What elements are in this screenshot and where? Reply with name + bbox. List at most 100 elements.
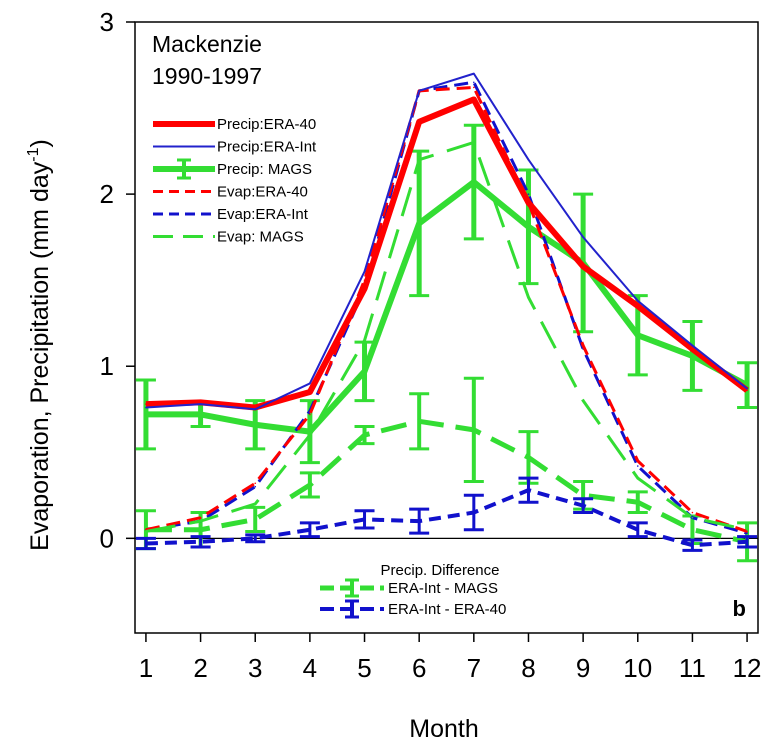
difference-series-1-group: 0.05 0.05 0.11 0.31 0.6 0.68 0.63 0.47 0.25 0.21 0… (135, 376, 758, 563)
series-4-point: 0.32 (254, 482, 257, 485)
y-tick-label: 2 (100, 179, 114, 209)
x-tick-label: 12 (733, 653, 762, 683)
difference-series-2-point: -0.02 (199, 540, 202, 543)
series-3-point: 1.06 (691, 355, 694, 357)
chart-title: Mackenzie (152, 31, 262, 57)
series-6-point: 1.4 (527, 296, 530, 299)
series-2-point: 2.6 (418, 90, 420, 92)
series-1-point: 0.78 (145, 403, 147, 405)
series-2-point: 0.75 (254, 408, 257, 411)
legend-diff-title: Precip. Difference (381, 562, 500, 579)
series-5-point: 0.3 (254, 485, 257, 488)
series-1-point: 1.1 (691, 348, 694, 350)
series-1-point: 2.55 (473, 98, 475, 101)
x-tick-label: 6 (412, 653, 426, 683)
series-3-point: 1.83 (418, 222, 420, 225)
series-1-point: 0.79 (199, 401, 202, 404)
x-tick-label: 2 (193, 653, 207, 683)
series-2-point: 1.38 (636, 300, 639, 302)
difference-series-1-point: 0.25 (582, 494, 584, 497)
series-5-point: 0.42 (636, 465, 639, 467)
difference-series-1-point: 0.05 (691, 528, 694, 531)
series-2-point: 1.55 (363, 270, 366, 273)
series-6-group: 0.040.10.20.61.152.22.31.40.80.350.120.0… (145, 140, 748, 533)
difference-series-1-point: 0.31 (309, 484, 311, 486)
series-3-point: 0.72 (145, 413, 147, 416)
x-tick-label: 5 (357, 653, 371, 683)
legend-diff-label-2: ERA-Int - ERA-40 (388, 601, 506, 618)
series-1-point: 1.45 (363, 287, 366, 290)
x-tick-label: 11 (679, 653, 706, 683)
difference-series-2-point: 0.1 (418, 520, 420, 522)
difference-series-2-group: -0.03 -0.02 0 0.05 0.11 0.1 0.15 0.28 0.19 0.05 -0… (135, 476, 758, 552)
difference-series-2-point: -0.02 (746, 540, 748, 543)
difference-series-2-point: 0.05 (309, 528, 311, 531)
y-tick-label: 1 (100, 351, 114, 381)
series-2-point: 0.78 (199, 403, 202, 405)
series-2-point: 2.2 (527, 158, 530, 161)
x-tick-label: 7 (467, 653, 481, 683)
series-1-line (145, 96, 749, 411)
series-5-point: 2 (527, 193, 530, 195)
x-tick-label: 10 (623, 653, 652, 683)
difference-series-1-line (145, 418, 748, 545)
series-5-line (145, 80, 748, 535)
legend-label-4: Evap:ERA-40 (217, 184, 308, 201)
difference-series-1-point: 0.47 (527, 456, 530, 459)
series-1-point: 2.42 (418, 121, 420, 123)
plot-frame (134, 21, 759, 634)
legend-label-3: Precip: MAGS (217, 161, 312, 178)
y-tick-label: 3 (100, 7, 114, 37)
series-3-point: 1.18 (636, 334, 639, 337)
series-1-point: 0.76 (254, 406, 257, 409)
difference-series-1-point: 0.6 (363, 434, 366, 436)
legend-diff-label-1: ERA-Int - MAGS (388, 580, 498, 597)
legend-label-1: Precip:ERA-40 (217, 116, 316, 133)
legend-difference: ERA-Int - MAGS ERA-Int - ERA-40 (320, 578, 506, 619)
series-3-point: 0.89 (746, 384, 748, 386)
difference-series-2-point: -0.03 (145, 542, 147, 545)
y-axis-label: Evaporation, Precipitation (mm day-1) (25, 139, 54, 551)
difference-series-2-point: -0.04 (691, 544, 694, 547)
series-3-point: 0.97 (363, 370, 366, 373)
difference-series-2-point: 0.19 (582, 504, 584, 507)
difference-series-2-point: 0.15 (473, 511, 475, 514)
series-2-point: 1.75 (582, 236, 584, 238)
x-tick-label: 9 (576, 653, 590, 683)
series-6-point: 2.2 (418, 158, 420, 161)
y-axis-label-superscript: -1 (25, 147, 42, 161)
series-4-point: 1.12 (582, 344, 584, 347)
series-6-point: 2.3 (473, 141, 475, 144)
series-2-point: 0.87 (746, 387, 748, 390)
panel-label: b (733, 596, 746, 621)
series-4-point: 0.04 (746, 530, 748, 533)
series-4-point: 0.15 (691, 511, 694, 514)
series-6-point: 0.12 (691, 516, 694, 519)
series-3-point: 0.66 (254, 423, 257, 426)
difference-series-1-point: 0.11 (254, 518, 257, 521)
series-1-point: 1.95 (527, 201, 530, 204)
series-2-point: 0.76 (145, 406, 147, 409)
series-6-point: 0.2 (254, 503, 257, 505)
series-2-point: 0.9 (309, 382, 311, 385)
series-6-line (145, 140, 748, 533)
series-1-point: 1.35 (636, 305, 639, 307)
difference-series-1-point: 0.21 (636, 501, 639, 503)
x-tick-label: 4 (303, 653, 317, 683)
legend-main: Precip:ERA-40 Precip:ERA-Int Precip: MAGS E… (153, 116, 317, 246)
difference-series-2-point: 0 (254, 537, 257, 540)
series-6-point: 0.05 (746, 528, 748, 531)
difference-series-1-point: 0.63 (473, 429, 475, 431)
series-1-point: 1.58 (582, 265, 584, 268)
series-6-point: 0.8 (582, 399, 584, 402)
difference-series-2-line (145, 488, 748, 548)
series-6-point: 1.15 (363, 339, 366, 342)
series-4-line (145, 85, 748, 533)
difference-series-1-point: 0.05 (199, 528, 202, 531)
series-4-point: 0.45 (636, 460, 639, 462)
chart-subtitle: 1990-1997 (152, 63, 262, 89)
y-axis-label-close: ) (26, 139, 54, 147)
x-tick-label: 3 (248, 653, 262, 683)
